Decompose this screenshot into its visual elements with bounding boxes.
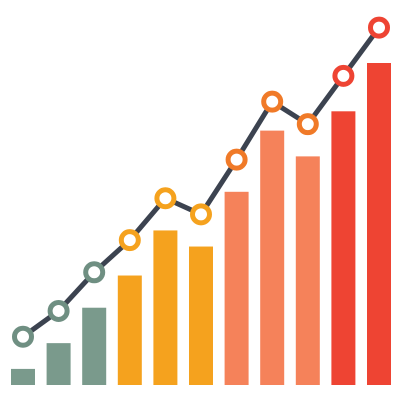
line-point-1 xyxy=(12,325,34,348)
line-point-11 xyxy=(368,16,390,39)
bar-1 xyxy=(11,368,35,385)
bar-10 xyxy=(331,111,356,386)
line-point-3 xyxy=(83,261,106,284)
bars-layer xyxy=(11,63,391,386)
bar-4 xyxy=(117,275,142,385)
line-point-6 xyxy=(190,203,212,226)
bar-6 xyxy=(189,246,213,385)
line-point-2 xyxy=(47,299,70,322)
line-point-9 xyxy=(296,113,319,136)
line-point-4 xyxy=(118,229,141,252)
line-point-5 xyxy=(154,187,177,210)
bar-2 xyxy=(46,343,71,385)
line-point-8 xyxy=(261,90,284,113)
bar-8 xyxy=(260,130,285,385)
bar-7 xyxy=(224,191,249,385)
bar-9 xyxy=(295,156,320,385)
markers-layer xyxy=(12,16,390,348)
bar-5 xyxy=(153,230,178,385)
bar-11 xyxy=(367,63,391,385)
line-point-10 xyxy=(332,64,355,87)
line-point-7 xyxy=(225,148,248,171)
bar-3 xyxy=(82,307,107,385)
